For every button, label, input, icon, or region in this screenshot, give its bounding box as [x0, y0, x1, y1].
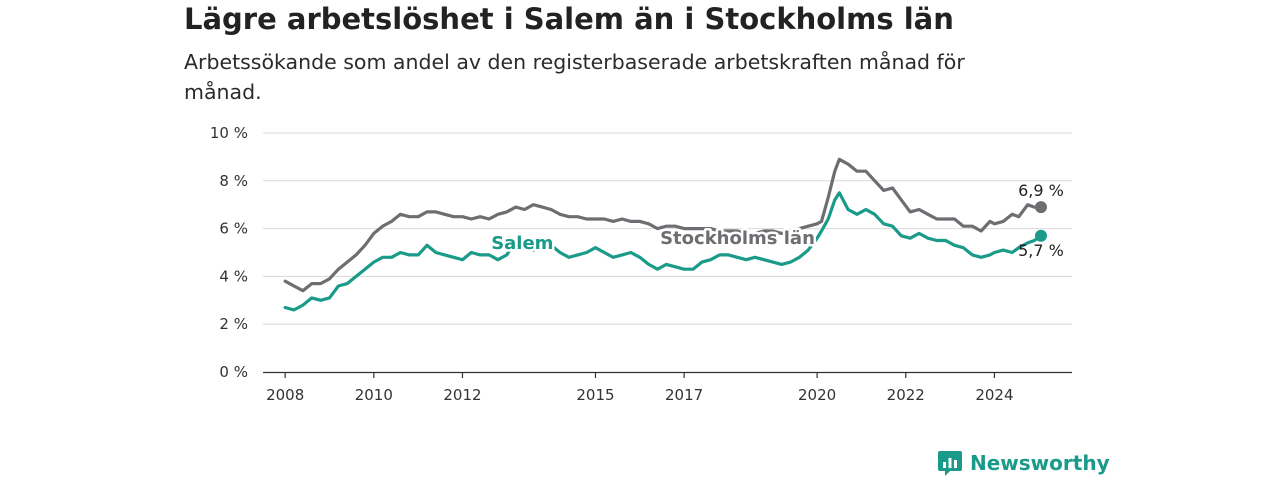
- end-value-label-salem: 5,7 %: [1018, 241, 1064, 260]
- series-name-label-stockholms-lan: Stockholms län: [660, 228, 815, 249]
- y-tick-label: 10 %: [210, 124, 248, 142]
- series-line-stockholms-lan: [283, 157, 1043, 293]
- line-chart: 0 % 2 % 4 % 6 % 8 % 10 % 2008 2010 2012 2015 2017 2…: [210, 124, 1072, 404]
- series-lines: [283, 157, 1047, 312]
- x-tick-label: 2024: [975, 386, 1013, 404]
- newsworthy-logo-icon: [938, 451, 962, 476]
- y-tick-label: 6 %: [219, 220, 248, 238]
- x-tick-label: 2010: [355, 386, 393, 404]
- brand-logo[interactable]: Newsworthy: [937, 449, 1110, 477]
- y-tick-label: 8 %: [219, 172, 248, 190]
- brand-name: Newsworthy: [970, 451, 1110, 475]
- gridlines: [263, 132, 1072, 325]
- series-line-salem: [283, 191, 1043, 312]
- x-tick-label: 2015: [576, 386, 614, 404]
- chart-subtitle: Arbetssökande som andel av den registerb…: [184, 50, 965, 104]
- x-tick-label: 2008: [266, 386, 304, 404]
- y-tick-label: 4 %: [219, 267, 248, 285]
- series-name-label-salem: Salem: [491, 233, 553, 254]
- series-labels: 6,9 % 5,7 % Stockholms län Salem: [489, 181, 1064, 260]
- x-tick-label: 2022: [887, 386, 925, 404]
- end-point-salem: [1034, 229, 1047, 242]
- end-point-stockholms-lan: [1034, 201, 1047, 214]
- y-tick-label: 2 %: [219, 315, 248, 333]
- chart-title: Lägre arbetslöshet i Salem än i Stockhol…: [184, 2, 954, 36]
- x-tick-label: 2017: [665, 386, 703, 404]
- x-tick-label: 2012: [443, 386, 481, 404]
- y-tick-label: 0 %: [219, 363, 248, 381]
- x-tick-label: 2020: [798, 386, 836, 404]
- end-value-label-stockholms-lan: 6,9 %: [1018, 181, 1064, 200]
- axes: 0 % 2 % 4 % 6 % 8 % 10 % 2008 2010 2012 2015 2017 2…: [210, 124, 1072, 404]
